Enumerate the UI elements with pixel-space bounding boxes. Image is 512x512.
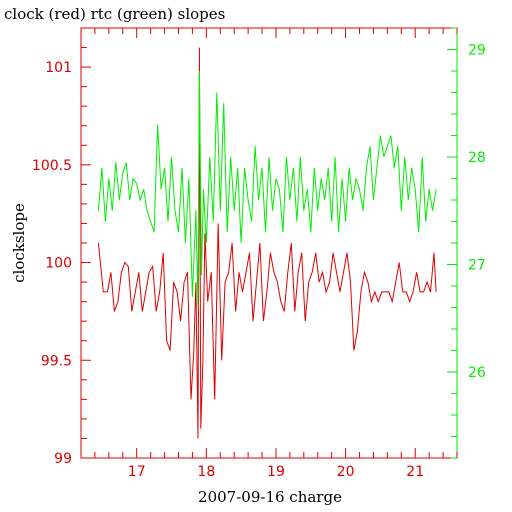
left-axis-tick-label: 101 (45, 60, 72, 76)
x-axis-tick-label: 17 (128, 464, 146, 480)
plot-frame (80, 27, 458, 459)
x-axis-tick-label: 18 (197, 464, 215, 480)
series-line-clock (97, 47, 437, 439)
y-axis-label: clockslope (10, 203, 28, 283)
axis-tick-labels: 99 99.5 100 100.5 101 26 27 28 29 17 18 19 20 21 (32, 43, 486, 481)
right-axis-tick-label: 26 (468, 365, 486, 381)
right-axis-tick-label: 27 (468, 258, 486, 274)
left-axis-tick-label: 100.5 (32, 158, 72, 174)
chart-title: clock (red) rtc (green) slopes (4, 5, 225, 23)
left-axis-tick-label: 99.5 (41, 353, 72, 369)
x-axis-tick-label: 20 (337, 464, 355, 480)
x-axis-tick-label: 21 (406, 464, 424, 480)
x-axis-label: 2007-09-16 charge (198, 488, 342, 506)
series-line-rtc (97, 70, 437, 308)
series-layer (97, 47, 437, 439)
x-axis-tick-label: 19 (267, 464, 285, 480)
right-axis-tick-label: 28 (468, 150, 486, 166)
left-axis-tick-label: 99 (54, 451, 72, 467)
right-axis-tick-label: 29 (468, 43, 486, 59)
left-axis-tick-label: 100 (45, 256, 72, 272)
axis-ticks (80, 27, 458, 459)
